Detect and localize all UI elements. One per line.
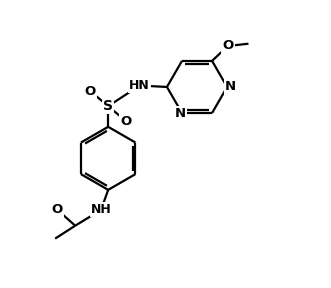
Text: O: O [222, 39, 233, 52]
Text: NH: NH [91, 203, 112, 216]
Text: O: O [85, 85, 96, 98]
Text: N: N [175, 107, 186, 120]
Text: O: O [120, 115, 132, 128]
Text: O: O [52, 203, 63, 216]
Text: HN: HN [129, 79, 150, 92]
Text: N: N [225, 80, 236, 94]
Text: S: S [103, 99, 113, 113]
